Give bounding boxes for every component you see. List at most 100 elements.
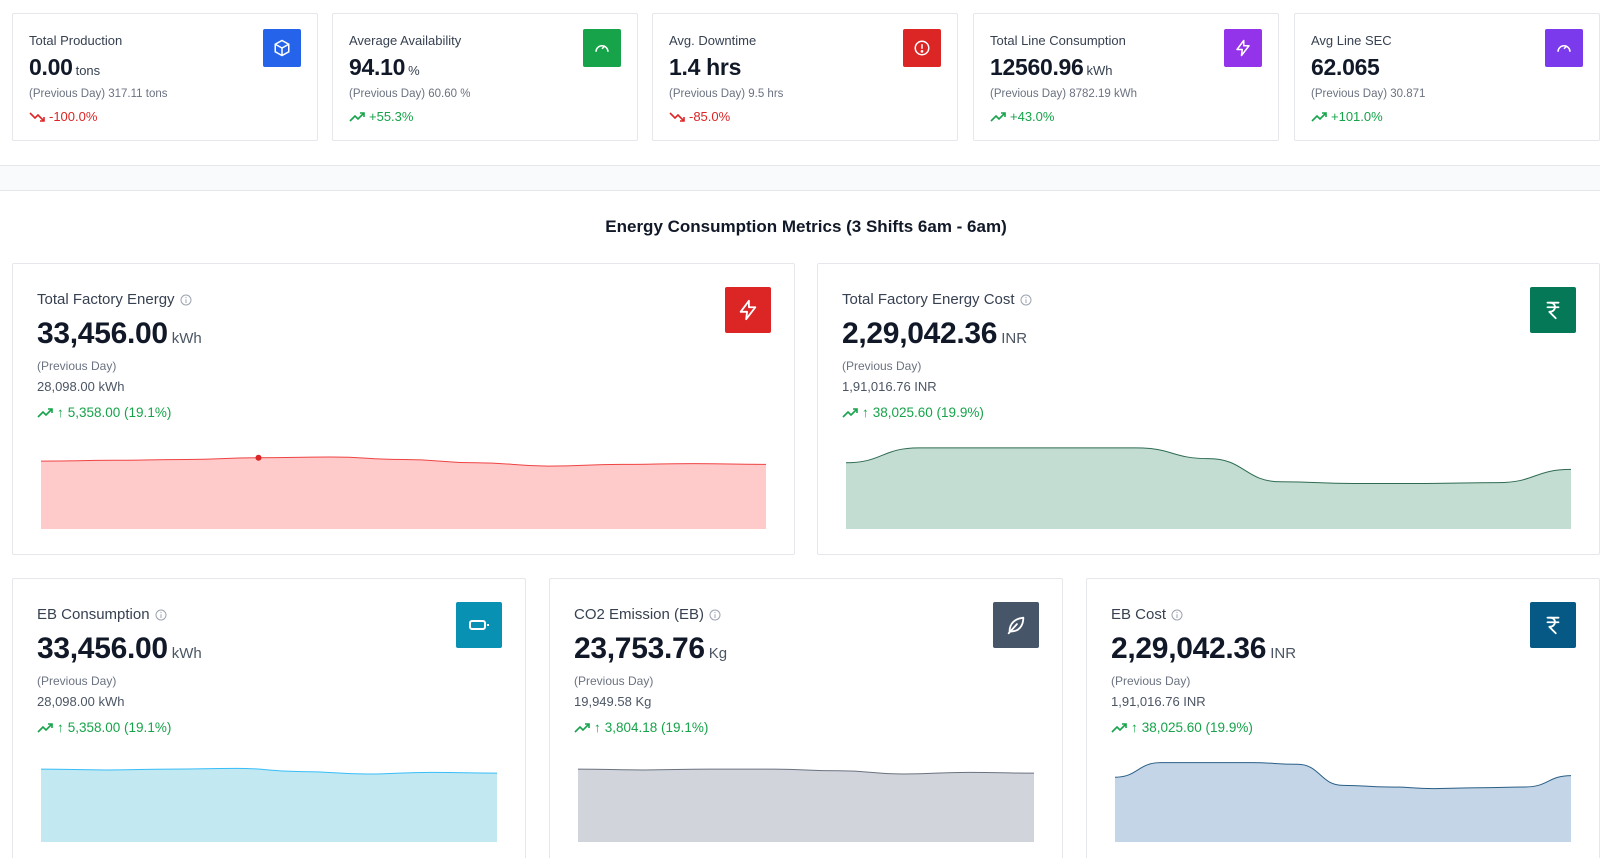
kpi-value: 1.4 hrs bbox=[669, 54, 742, 80]
card-unit: INR bbox=[1270, 645, 1297, 662]
rupee-icon bbox=[1530, 287, 1576, 333]
sparkline-area bbox=[1115, 762, 1571, 842]
card-value: 23,753.76 bbox=[574, 632, 705, 665]
trend-up-icon bbox=[842, 407, 858, 418]
metric-card-co2-emission: CO2 Emission (EB) 23,753.76 Kg (Previous … bbox=[549, 578, 1063, 858]
sparkline-chart bbox=[41, 767, 497, 842]
kpi-card-total-line-consumption: Total Line Consumption 12560.96 kWh (Prev… bbox=[973, 13, 1279, 141]
leaf-icon bbox=[993, 602, 1039, 648]
trend-up-icon bbox=[349, 111, 365, 122]
trend-up-icon bbox=[990, 111, 1006, 122]
info-icon[interactable] bbox=[709, 609, 721, 621]
sparkline-line bbox=[578, 768, 1034, 775]
card-title: CO2 Emission (EB) bbox=[574, 606, 705, 623]
kpi-title: Total Production bbox=[29, 33, 123, 48]
previous-day-label: (Previous Day) bbox=[1111, 674, 1191, 688]
sparkline-chart bbox=[1115, 762, 1571, 842]
metric-card-eb-consumption: EB Consumption 33,456.00 kWh (Previous Da… bbox=[12, 578, 526, 858]
card-change: 3,804.18 (19.1%) bbox=[604, 720, 709, 735]
section-divider bbox=[0, 165, 1600, 191]
metric-card-eb-cost: EB Cost 2,29,042.36 INR (Previous Day) 1,… bbox=[1086, 578, 1600, 858]
trend-up-icon bbox=[574, 722, 590, 733]
kpi-unit: tons bbox=[75, 63, 101, 78]
trend-down-icon bbox=[669, 111, 685, 122]
lightning-icon bbox=[725, 287, 771, 333]
kpi-card-average-availability: Average Availability 94.10% (Previous Da… bbox=[332, 13, 638, 141]
card-value: 2,29,042.36 bbox=[842, 317, 998, 350]
sparkline-area bbox=[41, 456, 766, 529]
kpi-previous-day: (Previous Day) 30.871 bbox=[1311, 88, 1426, 100]
previous-day-value: 19,949.58 Kg bbox=[574, 694, 652, 709]
rupee-icon bbox=[1530, 602, 1576, 648]
kpi-change: +55.3% bbox=[369, 109, 414, 124]
sparkline-line bbox=[41, 767, 497, 775]
info-icon[interactable] bbox=[1020, 294, 1032, 306]
kpi-title: Total Line Consumption bbox=[990, 33, 1126, 48]
gauge-icon bbox=[583, 29, 621, 67]
section-title: Energy Consumption Metrics (3 Shifts 6am… bbox=[605, 217, 1007, 236]
arrow-up-icon: ↑ bbox=[594, 720, 601, 735]
info-icon[interactable] bbox=[155, 609, 167, 621]
sparkline-chart bbox=[846, 447, 1571, 529]
card-unit: INR bbox=[1001, 330, 1028, 347]
sparkline-line bbox=[846, 447, 1571, 484]
previous-day-label: (Previous Day) bbox=[574, 674, 654, 688]
card-title: EB Consumption bbox=[37, 606, 150, 623]
lightning-icon bbox=[1224, 29, 1262, 67]
info-icon[interactable] bbox=[180, 294, 192, 306]
kpi-previous-day: (Previous Day) 317.11 tons bbox=[29, 88, 168, 100]
previous-day-label: (Previous Day) bbox=[842, 359, 922, 373]
sparkline-area bbox=[41, 768, 497, 842]
arrow-up-icon: ↑ bbox=[57, 720, 64, 735]
kpi-change: -85.0% bbox=[689, 109, 731, 124]
gauge-icon bbox=[1545, 29, 1583, 67]
previous-day-value: 28,098.00 kWh bbox=[37, 379, 125, 394]
alert-circle-icon bbox=[903, 29, 941, 67]
kpi-previous-day: (Previous Day) 8782.19 kWh bbox=[990, 88, 1138, 100]
card-change: 38,025.60 (19.9%) bbox=[1141, 720, 1253, 735]
card-value: 33,456.00 bbox=[37, 317, 168, 350]
card-change: 5,358.00 (19.1%) bbox=[67, 405, 172, 420]
sparkline-area bbox=[578, 769, 1034, 842]
previous-day-label: (Previous Day) bbox=[37, 674, 117, 688]
sparkline-chart bbox=[41, 454, 766, 529]
metric-card-total-factory-energy: Total Factory Energy 33,456.00 kWh (Previ… bbox=[12, 263, 795, 555]
trend-up-icon bbox=[37, 407, 53, 418]
card-change: 38,025.60 (19.9%) bbox=[872, 405, 984, 420]
previous-day-label: (Previous Day) bbox=[37, 359, 117, 373]
card-value: 2,29,042.36 bbox=[1111, 632, 1267, 665]
battery-icon bbox=[456, 602, 502, 648]
kpi-card-avg-line-sec: Avg Line SEC 62.065 (Previous Day) 30.87… bbox=[1294, 13, 1600, 141]
kpi-title: Avg. Downtime bbox=[669, 33, 757, 48]
card-unit: Kg bbox=[708, 645, 728, 662]
trend-up-icon bbox=[1311, 111, 1327, 122]
sparkline-line bbox=[1115, 762, 1571, 790]
kpi-unit: kWh bbox=[1086, 63, 1113, 78]
arrow-up-icon: ↑ bbox=[1131, 720, 1138, 735]
info-icon[interactable] bbox=[1171, 609, 1183, 621]
kpi-value: 94.10 bbox=[349, 54, 406, 80]
card-title: EB Cost bbox=[1111, 606, 1167, 623]
kpi-change: -100.0% bbox=[49, 109, 98, 124]
metric-card-total-factory-energy-cost: Total Factory Energy Cost 2,29,042.36 INR… bbox=[817, 263, 1600, 555]
previous-day-value: 1,91,016.76 INR bbox=[1111, 694, 1206, 709]
kpi-value: 62.065 bbox=[1311, 54, 1380, 80]
kpi-unit: % bbox=[408, 63, 420, 78]
kpi-change: +101.0% bbox=[1331, 109, 1383, 124]
previous-day-value: 28,098.00 kWh bbox=[37, 694, 125, 709]
arrow-up-icon: ↑ bbox=[57, 405, 64, 420]
kpi-title: Average Availability bbox=[349, 33, 462, 48]
kpi-previous-day: (Previous Day) 9.5 hrs bbox=[669, 88, 784, 100]
kpi-card-total-production: Total Production 0.00 tons (Previous Day)… bbox=[12, 13, 318, 141]
kpi-change: +43.0% bbox=[1010, 109, 1055, 124]
sparkline-area bbox=[846, 447, 1571, 529]
trend-up-icon bbox=[1111, 722, 1127, 733]
kpi-previous-day: (Previous Day) 60.60 % bbox=[349, 88, 471, 100]
arrow-up-icon: ↑ bbox=[862, 405, 869, 420]
kpi-card-avg-downtime: Avg. Downtime 1.4 hrs (Previous Day) 9.5… bbox=[652, 13, 958, 141]
card-title: Total Factory Energy bbox=[37, 291, 175, 308]
card-change: 5,358.00 (19.1%) bbox=[67, 720, 172, 735]
sparkline-line bbox=[41, 456, 766, 467]
card-unit: kWh bbox=[171, 645, 202, 662]
cube-icon bbox=[263, 29, 301, 67]
